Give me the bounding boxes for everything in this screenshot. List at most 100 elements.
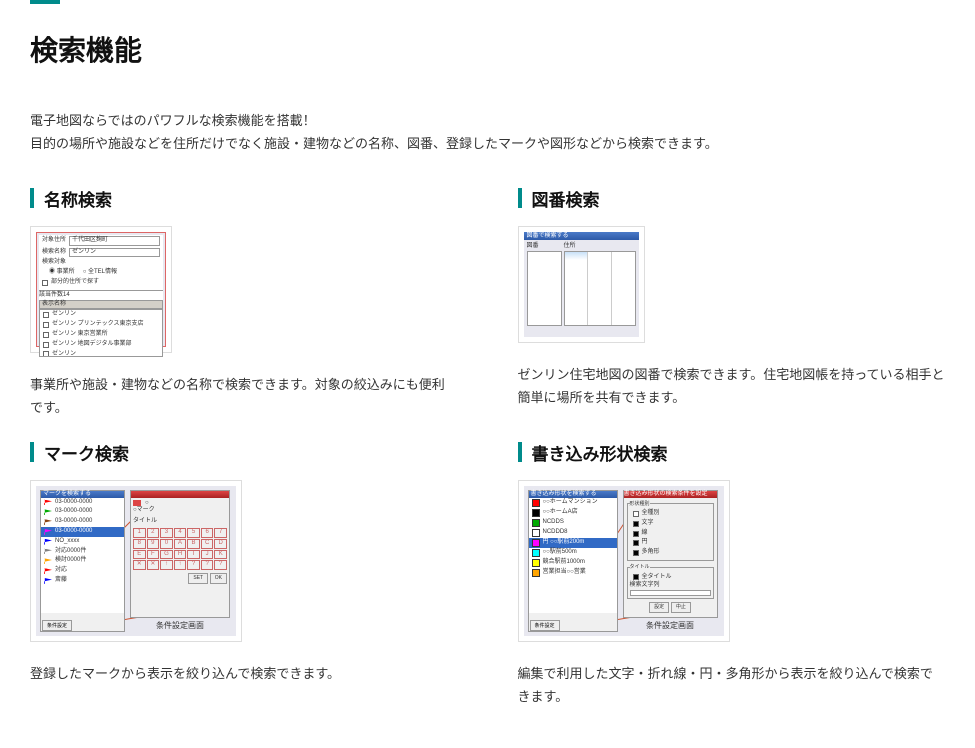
- flag-icon: [44, 548, 52, 554]
- list-item: 斎藤: [41, 576, 124, 586]
- label: 住所: [564, 243, 636, 251]
- checkbox-icon: [43, 312, 49, 318]
- label: 検索対象: [42, 259, 66, 267]
- mark-search-section: マーク検索 マークを検索する 03-0000-000003-0000-00000…: [30, 440, 458, 709]
- color-icon: [532, 549, 540, 557]
- mark-search-title: マーク検索: [30, 440, 458, 465]
- checkbox-icon: [633, 550, 639, 556]
- flag-icon: [44, 499, 52, 505]
- shape-search-section: 書き込み形状検索 書き込み形状を検索する ○○ホームマンション○○ホームA店NC…: [518, 440, 946, 709]
- radio: 事業所: [57, 269, 75, 275]
- list-item: ゼンリン プリンテックス東京支店: [40, 320, 162, 330]
- checkbox-icon: [633, 574, 639, 580]
- list-item: 円 ○○駅前200m: [529, 538, 617, 548]
- count: 該当件数14: [39, 292, 70, 298]
- checkbox-icon: [633, 511, 639, 517]
- label: 図番: [527, 243, 562, 251]
- color-icon: [532, 569, 540, 577]
- shape-search-desc: 編集で利用した文字・折れ線・円・多角形から表示を絞り込んで検索できます。: [518, 662, 946, 709]
- color-icon: [532, 559, 540, 567]
- list-item: NO_xxxx: [41, 537, 124, 547]
- checkbox-icon: [633, 540, 639, 546]
- caption: 条件設定画面: [623, 621, 718, 631]
- checkbox-icon: [42, 280, 48, 286]
- legend: タイトル: [630, 564, 650, 571]
- list-item: 03-0000-0000: [41, 517, 124, 527]
- value: 千代田区麹町: [69, 236, 160, 246]
- flag-icon: [44, 578, 52, 584]
- flag-icon: [44, 539, 52, 545]
- features-grid: 名称検索 対象住所千代田区麹町 検索名称ゼンリン 検索対象 ◉ 事業所○ 全TE…: [30, 186, 945, 709]
- flag-icon: [44, 509, 52, 515]
- cond-btn: 条件設定: [530, 620, 560, 631]
- win-title: 書き込み形状を検索する: [531, 491, 597, 497]
- check-item: 線: [630, 529, 711, 539]
- checkbox-icon: [43, 351, 49, 357]
- name-search-title: 名称検索: [30, 186, 458, 211]
- list-item: ○○ホームA店: [529, 508, 617, 518]
- check: 全タイトル: [642, 574, 672, 582]
- label: ○マーク: [133, 507, 227, 515]
- list-item: 03-0000-0000: [41, 507, 124, 517]
- shape-search-title: 書き込み形状検索: [518, 440, 946, 465]
- color-icon: [532, 529, 540, 537]
- win-title: マークを検索する: [43, 491, 91, 497]
- list-item: 営業担当○○営業: [529, 568, 617, 578]
- label: 検索名称: [42, 249, 66, 257]
- name-search-thumb: 対象住所千代田区麹町 検索名称ゼンリン 検索対象 ◉ 事業所○ 全TEL情報 部…: [30, 226, 172, 353]
- check-item: 円: [630, 538, 711, 548]
- check: 部分的住所で探す: [51, 279, 99, 287]
- figure-search-section: 図番検索 図番で検索する 図番 住所: [518, 186, 946, 420]
- label: タイトル: [133, 518, 227, 526]
- value: ゼンリン: [69, 248, 160, 258]
- mark-search-desc: 登録したマークから表示を絞り込んで検索できます。: [30, 662, 458, 685]
- btn: 中止: [671, 602, 691, 613]
- color-icon: [532, 499, 540, 507]
- color-icon: [532, 519, 540, 527]
- checkbox-icon: [43, 332, 49, 338]
- figure-search-title: 図番検索: [518, 186, 946, 211]
- list-item: ゼンリン: [40, 310, 162, 320]
- list-item: ○○ホームマンション: [529, 498, 617, 508]
- flag-icon: [44, 519, 52, 525]
- list-item: ゼンリン: [40, 350, 162, 358]
- mark-search-thumb: マークを検索する 03-0000-000003-0000-000003-0000…: [30, 480, 242, 642]
- page-title: 検索機能: [30, 29, 945, 69]
- radio: 全TEL情報: [88, 269, 117, 275]
- checkbox-icon: [633, 531, 639, 537]
- flag-icon: [44, 558, 52, 564]
- btn: 設定: [649, 602, 669, 613]
- intro-line-1: 電子地図ならではのパワフルな検索機能を搭載！: [30, 109, 945, 132]
- checkbox-icon: [43, 342, 49, 348]
- figure-search-desc: ゼンリン住宅地図の図番で検索できます。住宅地図帳を持っている相手と簡単に場所を共…: [518, 363, 946, 410]
- list-item: 対応0000件: [41, 547, 124, 557]
- label: 検索文字列: [630, 582, 711, 590]
- color-icon: [532, 539, 540, 547]
- header: 表示名称: [42, 301, 66, 307]
- list-item: 03-0000-0000: [41, 498, 124, 508]
- shape-search-thumb: 書き込み形状を検索する ○○ホームマンション○○ホームA店NCDDSNCDDD8…: [518, 480, 730, 642]
- intro-line-2: 目的の場所や施設などを住所だけでなく施設・建物などの名称、図番、登録したマークや…: [30, 132, 945, 155]
- check-item: 全種別: [630, 509, 711, 519]
- label: 対象住所: [42, 237, 66, 245]
- check-item: 多角形: [630, 548, 711, 558]
- list-item: 検討0000件: [41, 556, 124, 566]
- name-search-section: 名称検索 対象住所千代田区麹町 検索名称ゼンリン 検索対象 ◉ 事業所○ 全TE…: [30, 186, 458, 420]
- list-item: NCDDS: [529, 518, 617, 528]
- cond-btn: 条件設定: [42, 620, 72, 631]
- figure-search-thumb: 図番で検索する 図番 住所: [518, 226, 645, 343]
- section-divider: [30, 0, 60, 4]
- check-item: 文字: [630, 519, 711, 529]
- flag-icon: [44, 529, 52, 535]
- intro-text: 電子地図ならではのパワフルな検索機能を搭載！ 目的の場所や施設などを住所だけでな…: [30, 109, 945, 156]
- checkbox-icon: [43, 322, 49, 328]
- caption: 条件設定画面: [130, 621, 230, 631]
- legend: 形状種別: [630, 501, 650, 508]
- list-item: ゼンリン 東京営業所: [40, 330, 162, 340]
- color-icon: [532, 509, 540, 517]
- right-title: 書き込み形状の検索条件を設定: [624, 491, 708, 497]
- list-item: 競合駅前1000m: [529, 558, 617, 568]
- flag-icon: [133, 500, 141, 506]
- list-item: ゼンリン 地図デジタル事業部: [40, 340, 162, 350]
- list-item: NCDDD8: [529, 528, 617, 538]
